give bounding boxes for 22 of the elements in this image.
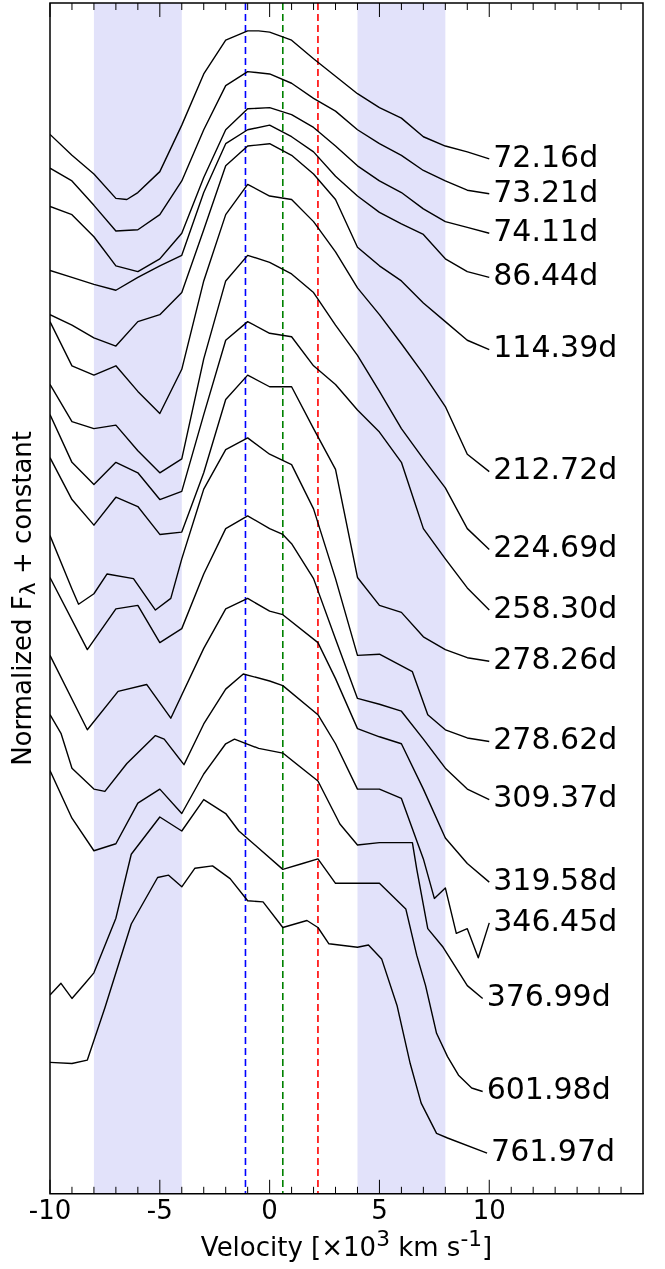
series-label: 114.39d bbox=[493, 329, 618, 365]
x-tick-label: -5 bbox=[146, 1195, 173, 1226]
series-label: 224.69d bbox=[493, 529, 618, 565]
series-label: 72.16d bbox=[493, 138, 599, 174]
series-label: 309.37d bbox=[493, 779, 618, 815]
series-label: 346.45d bbox=[493, 902, 618, 938]
series-label: 319.58d bbox=[493, 861, 618, 897]
series-label: 86.44d bbox=[493, 257, 599, 293]
series-label: 258.30d bbox=[493, 589, 618, 625]
x-axis-title: Velocity [×10$^{3}$ km s$^{-1}$] bbox=[199, 1226, 494, 1262]
series-label: 278.26d bbox=[493, 640, 618, 676]
x-tick-label: -10 bbox=[28, 1195, 72, 1226]
series-label: 376.99d bbox=[486, 978, 611, 1014]
series-label: 278.62d bbox=[493, 721, 618, 757]
series-label: 601.98d bbox=[486, 1071, 611, 1107]
x-tick-label: 5 bbox=[371, 1195, 388, 1226]
series-label: 73.21d bbox=[493, 173, 599, 209]
x-tick-label: 0 bbox=[261, 1195, 278, 1226]
x-tick-label: 10 bbox=[472, 1195, 506, 1226]
series-label: 761.97d bbox=[491, 1132, 616, 1168]
series-label: 212.72d bbox=[493, 451, 618, 487]
series-label: 74.11d bbox=[493, 213, 599, 249]
